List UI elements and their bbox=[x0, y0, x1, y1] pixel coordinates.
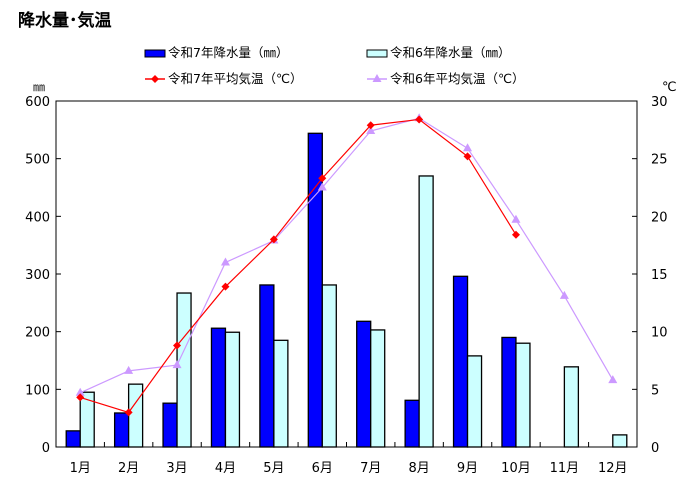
bar bbox=[127, 383, 144, 448]
x-tick-label: 2月 bbox=[118, 461, 139, 476]
data-point bbox=[220, 257, 230, 266]
line-series bbox=[79, 117, 614, 394]
data-point bbox=[463, 143, 473, 152]
data-point bbox=[559, 290, 569, 299]
bar bbox=[356, 320, 372, 448]
bars bbox=[65, 132, 628, 448]
x-tick-label: 3月 bbox=[166, 461, 187, 476]
data-point bbox=[608, 375, 618, 384]
x-tick-label: 5月 bbox=[263, 461, 284, 476]
data-point bbox=[366, 125, 376, 134]
data-point bbox=[75, 387, 85, 396]
x-tick-label: 6月 bbox=[312, 461, 333, 476]
data-point bbox=[221, 282, 230, 291]
x-tick-label: 1月 bbox=[70, 461, 91, 476]
bar bbox=[370, 329, 386, 448]
x-tick-label: 4月 bbox=[215, 461, 236, 476]
x-tick-label: 11月 bbox=[550, 461, 580, 476]
bar bbox=[65, 430, 81, 448]
legend-label: 令和6年平均気温（℃） bbox=[390, 71, 525, 86]
right-tick-label: 25 bbox=[651, 153, 668, 168]
bar bbox=[404, 399, 420, 448]
left-tick-label: 200 bbox=[25, 326, 50, 341]
left-tick-label: 0 bbox=[42, 441, 50, 456]
data-point bbox=[317, 182, 327, 191]
legend-label: 令和6年降水量（㎜） bbox=[390, 45, 510, 60]
left-tick-label: 400 bbox=[25, 210, 50, 225]
bar bbox=[79, 391, 95, 448]
data-point bbox=[415, 115, 424, 124]
bar bbox=[113, 412, 130, 448]
x-tick-label: 12月 bbox=[598, 461, 628, 476]
legend: 令和7年降水量（㎜） 令和6年降水量（㎜） 令和7年平均気温（℃） 令和6年平均気温（… bbox=[144, 45, 525, 86]
bar bbox=[466, 355, 483, 448]
right-tick-label: 20 bbox=[651, 210, 668, 225]
bar bbox=[273, 339, 289, 448]
left-tick-label: 300 bbox=[25, 268, 50, 283]
bar bbox=[259, 284, 275, 448]
data-point bbox=[511, 230, 520, 239]
left-axis-unit: ㎜ bbox=[33, 80, 45, 94]
data-point bbox=[366, 121, 375, 130]
x-tick-label: 7月 bbox=[360, 461, 381, 476]
right-tick-label: 15 bbox=[651, 268, 668, 283]
bar bbox=[210, 327, 227, 448]
right-tick-label: 30 bbox=[651, 95, 668, 110]
right-axis-unit: ℃ bbox=[662, 80, 677, 95]
left-tick-label: 600 bbox=[25, 95, 50, 110]
bar bbox=[563, 366, 580, 448]
lines bbox=[75, 113, 618, 417]
data-point bbox=[269, 235, 278, 244]
legend-swatch bbox=[366, 49, 388, 58]
x-tick-label: 9月 bbox=[457, 461, 478, 476]
bar bbox=[176, 292, 192, 448]
data-point bbox=[318, 174, 327, 183]
legend-swatch bbox=[144, 49, 166, 58]
data-point bbox=[511, 214, 521, 223]
data-point bbox=[172, 360, 182, 369]
x-tick-label: 8月 bbox=[408, 461, 429, 476]
bar bbox=[501, 336, 517, 448]
bar bbox=[162, 402, 178, 448]
data-point bbox=[173, 341, 182, 350]
right-tick-label: 0 bbox=[651, 441, 659, 456]
data-point bbox=[76, 393, 85, 402]
legend-label: 令和7年降水量（㎜） bbox=[168, 45, 288, 60]
bar bbox=[612, 434, 628, 448]
right-tick-label: 5 bbox=[651, 383, 659, 398]
legend-marker bbox=[151, 75, 159, 83]
legend-marker bbox=[372, 74, 382, 82]
right-tick-label: 10 bbox=[651, 326, 668, 341]
axes: 0 100 200 300 400 500 600 0 5 10 15 20 25 30 1月 2月 3月 4月 5… bbox=[25, 95, 667, 476]
data-point bbox=[124, 365, 134, 374]
data-point bbox=[463, 152, 472, 161]
bar bbox=[321, 284, 337, 448]
data-point bbox=[124, 408, 133, 417]
chart-title: 降水量･気温 bbox=[18, 10, 112, 31]
bar bbox=[515, 342, 531, 448]
left-tick-label: 500 bbox=[25, 153, 50, 168]
left-tick-label: 100 bbox=[25, 383, 50, 398]
bar bbox=[224, 331, 241, 448]
legend-label: 令和7年平均気温（℃） bbox=[168, 71, 303, 86]
bar bbox=[452, 275, 469, 448]
bar bbox=[418, 175, 434, 448]
line-series bbox=[80, 118, 517, 414]
x-tick-label: 10月 bbox=[501, 461, 531, 476]
